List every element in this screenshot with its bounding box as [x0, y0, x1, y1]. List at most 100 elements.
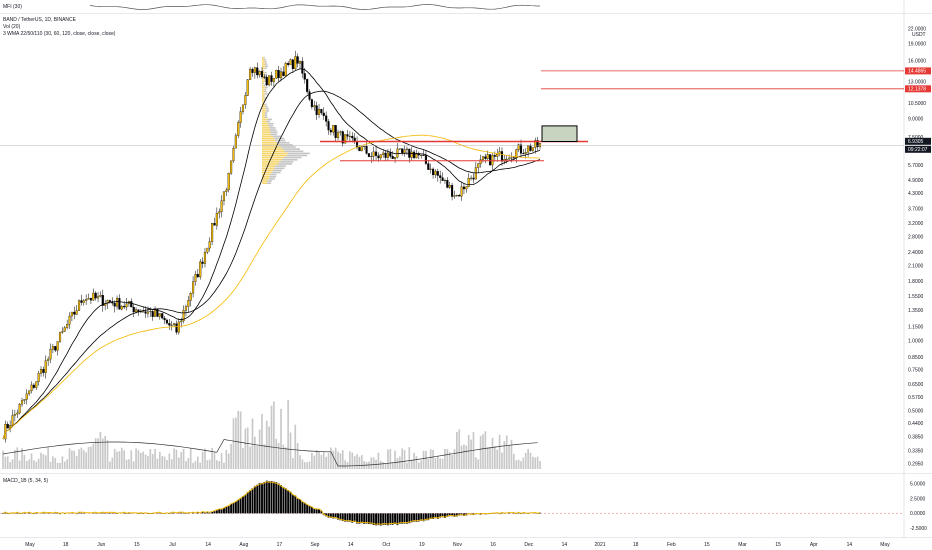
- main-price-pane[interactable]: 22.0000 19.0000 16.0000 13.0000 10.5000 9.000…: [0, 14, 932, 474]
- volume-bar: [415, 456, 418, 469]
- volume-bar: [410, 459, 413, 469]
- profile-bar-down: [272, 169, 282, 172]
- candle-up: [199, 261, 202, 278]
- volume-bar: [334, 447, 337, 469]
- volume-bar: [237, 410, 240, 469]
- macd-bar: [291, 494, 294, 514]
- volume-bar: [501, 452, 503, 469]
- macd-axis-label: 0.0000: [910, 511, 926, 517]
- candle-down: [389, 152, 392, 157]
- macd-bar: [282, 486, 285, 514]
- candle-up: [194, 274, 197, 282]
- volume-bar: [113, 448, 116, 469]
- target-box[interactable]: [541, 125, 578, 143]
- macd-bar: [425, 513, 427, 521]
- volume-legend[interactable]: Vol (20): [3, 24, 21, 30]
- price-axis[interactable]: 22.0000 19.0000 16.0000 13.0000 10.5000 9.000…: [905, 27, 931, 468]
- candle-up: [258, 71, 261, 76]
- volume-bar: [398, 456, 401, 469]
- candle-down: [529, 145, 532, 151]
- main-legend: BAND / TetherUS, 1D, BINANCE Vol (20) 3 …: [3, 17, 115, 38]
- volume-bar: [82, 450, 85, 469]
- candle-down: [108, 300, 111, 302]
- profile-bar-up: [262, 71, 265, 74]
- candle-up: [396, 148, 399, 158]
- mfi-legend[interactable]: MFI (30): [3, 4, 22, 10]
- macd-bar: [405, 513, 408, 524]
- profile-bar-down: [268, 124, 274, 127]
- profile-bar-up: [262, 107, 266, 110]
- time-axis-label: Mar: [738, 542, 747, 548]
- macd-bar: [372, 513, 375, 525]
- wma-legend[interactable]: 3 WMA 22/50/110 (30, 60, 120, close, clo…: [3, 31, 116, 37]
- volume-bar: [204, 448, 206, 469]
- volume-bar: [120, 447, 123, 469]
- candle-up: [496, 154, 499, 157]
- macd-bar: [367, 513, 370, 525]
- candle-up: [241, 104, 245, 112]
- volume-bar: [132, 461, 135, 469]
- macd-chart[interactable]: 5.0000 2.5000 0.0000 -2.5000: [0, 474, 932, 538]
- candle-up: [372, 151, 375, 157]
- volume-bar: [417, 462, 420, 469]
- profile-bar-up: [262, 110, 266, 112]
- candle-down: [413, 151, 416, 159]
- profile-bar-up: [262, 139, 275, 142]
- candle-down: [161, 313, 164, 319]
- macd-pane[interactable]: 5.0000 2.5000 0.0000 -2.5000 MACD_1B (5, 34…: [0, 474, 932, 538]
- volume-bar: [9, 462, 11, 469]
- volume-bar: [327, 453, 330, 469]
- volume-bar: [11, 459, 14, 469]
- profile-bar-up: [262, 152, 289, 155]
- volume-bar: [444, 448, 446, 469]
- volume-bar: [287, 400, 289, 469]
- volume-bar: [477, 459, 480, 469]
- candle-up: [66, 324, 69, 328]
- annotations[interactable]: [0, 70, 904, 162]
- candle-up: [339, 131, 342, 133]
- time-axis-label: 14: [205, 542, 211, 548]
- time-axis[interactable]: May 18 Jun 15 Jul 14 Aug 17 Sep 14 Oct 19 Nov 16 Dec 14…: [0, 538, 932, 550]
- candle-up: [524, 152, 527, 154]
- volume-bar: [301, 459, 304, 469]
- time-axis-label: Nov: [453, 542, 462, 548]
- time-axis-label: Jul: [169, 542, 175, 548]
- candle-up: [82, 300, 85, 303]
- candle-up: [177, 321, 180, 333]
- macd-bar: [234, 501, 237, 514]
- profile-bar-up: [262, 73, 265, 76]
- macd-bar: [415, 513, 418, 522]
- candle-up: [51, 346, 54, 350]
- volume-bar: [239, 411, 242, 469]
- candle-down: [451, 185, 454, 197]
- profile-bar-up: [262, 116, 265, 118]
- volume-bar: [223, 462, 225, 469]
- price-chart[interactable]: 22.0000 19.0000 16.0000 13.0000 10.5000 9.000…: [0, 14, 932, 474]
- macd-bar: [353, 513, 356, 523]
- candle-up: [403, 149, 406, 153]
- volume-bar: [403, 450, 406, 469]
- volume-bar: [154, 449, 156, 469]
- volume-bar: [482, 434, 484, 469]
- profile-bar-down: [264, 90, 267, 93]
- profile-bar-down: [286, 154, 308, 157]
- candle-up: [429, 168, 432, 170]
- symbol-legend[interactable]: BAND / TetherUS, 1D, BINANCE: [3, 17, 76, 23]
- profile-bar-down: [265, 112, 268, 114]
- macd-bar: [332, 513, 335, 519]
- volume-bar: [273, 401, 275, 469]
- candle-down: [277, 70, 280, 79]
- volume-bar: [185, 461, 187, 469]
- candle-up: [139, 311, 142, 313]
- time-axis-labels[interactable]: May 18 Jun 15 Jul 14 Aug 17 Sep 14 Oct 19 Nov 16 Dec 14…: [0, 538, 932, 550]
- profile-bar-up: [262, 159, 282, 161]
- profile-bar-up: [262, 180, 268, 182]
- candle-up: [56, 341, 59, 351]
- volume-bar: [401, 448, 404, 469]
- volume-bar: [396, 457, 399, 469]
- profile-bar-down: [264, 103, 267, 106]
- volume-bar: [270, 405, 273, 469]
- macd-legend[interactable]: MACD_1B (5, 34, 5): [3, 478, 49, 484]
- volume-bar: [434, 457, 437, 469]
- time-axis-label: May: [880, 542, 890, 548]
